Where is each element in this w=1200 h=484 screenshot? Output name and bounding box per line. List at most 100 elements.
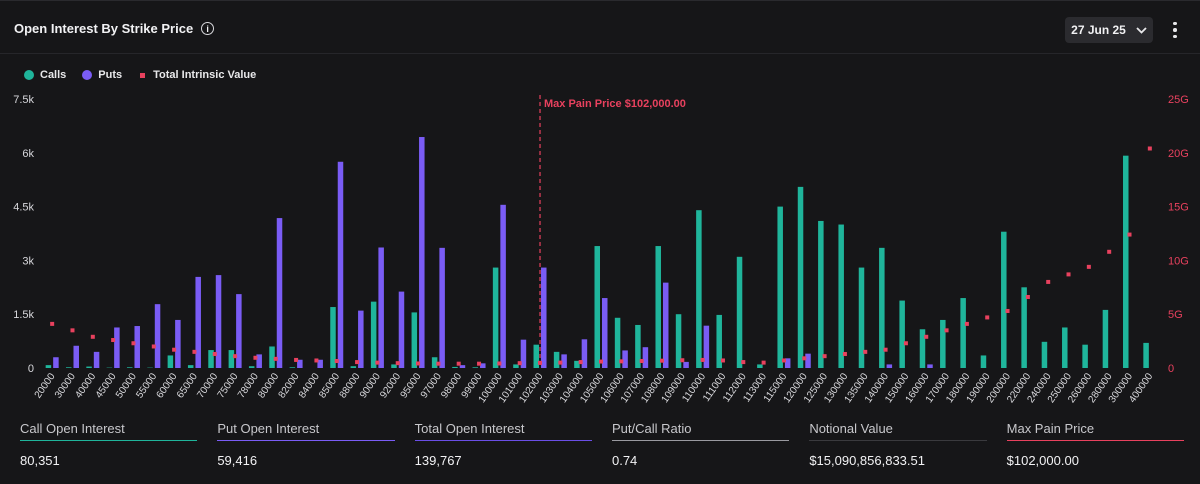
puts-bar: [500, 204, 506, 368]
stat-label: Put Open Interest: [217, 421, 395, 441]
calls-bar: [391, 364, 397, 368]
stat-max-pain-price: Max Pain Price $102,000.00: [1006, 421, 1184, 468]
calls-bar: [350, 366, 357, 368]
y-left-tick-label: 6k: [22, 148, 34, 160]
puts-bar: [805, 353, 811, 368]
puts-bar: [642, 347, 649, 368]
stat-total-open-interest: Total Open Interest 139,767: [414, 421, 592, 468]
intrinsic-value-point: [436, 361, 441, 366]
intrinsic-value-point: [822, 354, 827, 359]
puts-bar: [297, 359, 303, 368]
calls-swatch: [24, 70, 34, 80]
intrinsic-swatch: [140, 72, 146, 78]
puts-bar: [317, 359, 323, 368]
intrinsic-value-point: [1046, 279, 1051, 284]
intrinsic-value-point: [70, 328, 75, 333]
legend-item-puts[interactable]: Puts: [82, 69, 122, 81]
calls-bar: [187, 365, 194, 368]
calls-bar: [614, 317, 621, 368]
stat-label: Call Open Interest: [20, 421, 198, 441]
calls-bar: [797, 186, 804, 368]
intrinsic-value-point: [761, 360, 766, 365]
intrinsic-value-point: [1127, 232, 1132, 237]
puts-bar: [459, 365, 466, 368]
stat-label: Put/Call Ratio: [611, 421, 790, 441]
intrinsic-value-point: [355, 360, 360, 365]
calls-bar: [330, 307, 336, 368]
intrinsic-value-point: [294, 357, 299, 362]
calls-bar: [370, 301, 377, 368]
puts-swatch: [82, 70, 93, 80]
calls-bar: [574, 360, 580, 368]
intrinsic-value-point: [781, 358, 786, 363]
y-left-tick-label: 3k: [22, 255, 34, 267]
puts-bar: [337, 161, 344, 368]
intrinsic-value-point: [416, 361, 421, 366]
calls-bar: [45, 365, 52, 368]
calls-bar: [1143, 342, 1149, 368]
intrinsic-value-point: [334, 359, 339, 364]
legend-item-calls[interactable]: Calls: [24, 69, 66, 81]
intrinsic-value-point: [863, 349, 868, 354]
stat-value: $15,090,856,833.51: [809, 453, 925, 468]
intrinsic-value-point: [985, 315, 990, 320]
expiry-date-label: 27 Jun 25: [1071, 23, 1126, 37]
intrinsic-value-point: [314, 358, 319, 363]
info-icon[interactable]: i: [201, 22, 215, 35]
intrinsic-value-point: [1025, 294, 1030, 299]
puts-bar: [154, 304, 161, 368]
calls-bar: [1102, 309, 1109, 368]
y-left-tick-label: 4.5k: [13, 202, 34, 214]
stat-label: Notional Value: [809, 421, 987, 441]
calls-bar: [1123, 155, 1129, 368]
calls-bar: [533, 344, 540, 368]
intrinsic-value-point: [619, 359, 624, 364]
chart-legend: Calls Puts Total Intrinsic Value: [24, 69, 256, 81]
calls-bar: [777, 206, 783, 368]
puts-bar: [398, 291, 405, 368]
puts-bar: [581, 339, 588, 368]
y-left-tick-label: 1.5k: [13, 309, 34, 321]
chevron-down-icon: [1136, 26, 1147, 34]
intrinsic-value-point: [477, 361, 482, 366]
puts-bar: [520, 339, 527, 368]
intrinsic-value-point: [1005, 308, 1010, 313]
intrinsic-value-point: [680, 358, 685, 363]
legend-label: Puts: [98, 69, 123, 81]
stat-value: 0.74: [611, 453, 638, 468]
calls-bar: [899, 300, 905, 368]
calls-bar: [858, 267, 865, 368]
intrinsic-value-point: [903, 341, 908, 346]
more-options-icon[interactable]: [1168, 19, 1182, 41]
intrinsic-value-point: [883, 347, 888, 352]
calls-bar: [1001, 231, 1007, 368]
intrinsic-value-point: [1107, 249, 1112, 254]
calls-bar: [228, 350, 235, 368]
calls-bar: [960, 298, 966, 368]
calls-bar: [167, 355, 174, 368]
page-title: Open Interest By Strike Price: [14, 21, 194, 36]
calls-bar: [452, 366, 458, 368]
intrinsic-value-point: [497, 361, 502, 366]
calls-bar: [675, 314, 682, 368]
legend-item-intrinsic[interactable]: Total Intrinsic Value: [138, 69, 256, 81]
calls-bar: [248, 366, 255, 368]
puts-bar: [358, 310, 364, 368]
puts-bar: [419, 137, 425, 368]
stat-label: Total Open Interest: [414, 421, 592, 441]
summary-stats: Call Open Interest 80,351 Put Open Inter…: [20, 421, 1184, 468]
calls-bar: [1062, 327, 1068, 368]
calls-bar: [736, 256, 743, 368]
calls-bar: [1021, 287, 1027, 368]
calls-bar: [838, 224, 844, 368]
puts-bar: [480, 363, 486, 368]
intrinsic-value-point: [944, 328, 949, 333]
intrinsic-value-point: [1066, 272, 1071, 277]
puts-bar: [602, 298, 608, 368]
stat-put-open-interest: Put Open Interest 59,416: [217, 421, 395, 468]
puts-bar: [276, 218, 283, 368]
expiry-date-dropdown[interactable]: 27 Jun 25: [1065, 17, 1153, 43]
intrinsic-value-point: [802, 356, 807, 361]
y-right-tick-label: 20G: [1168, 148, 1189, 160]
calls-bar: [472, 367, 479, 368]
